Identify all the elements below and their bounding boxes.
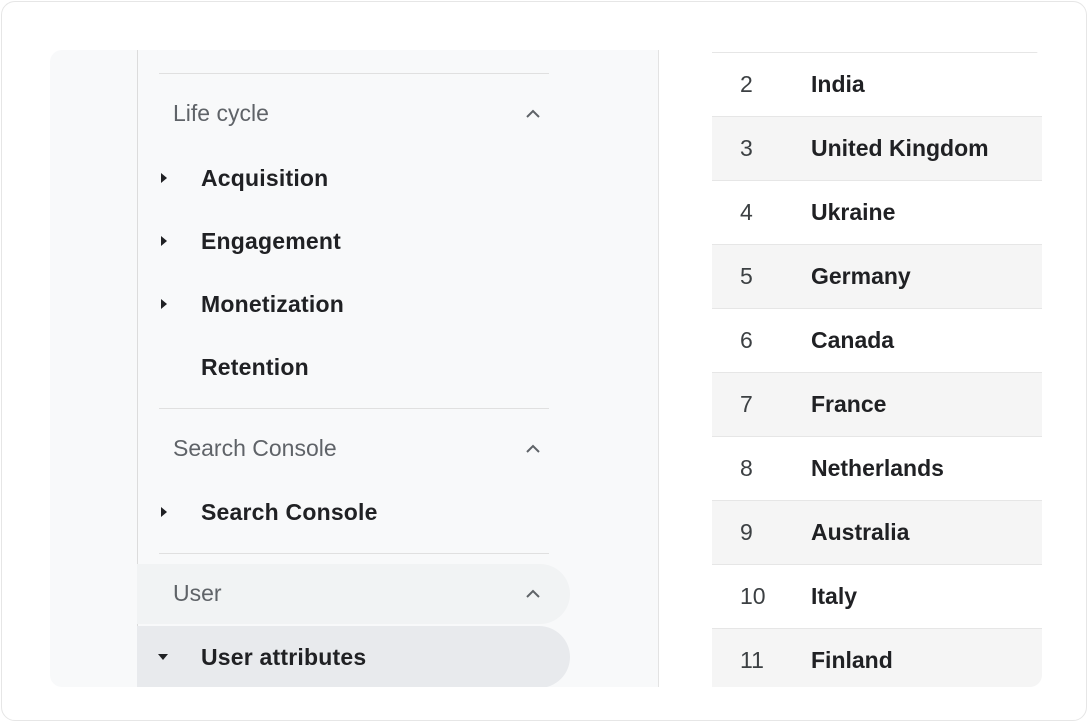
sidebar-item-label: Engagement xyxy=(201,228,342,254)
rank: 10 xyxy=(740,583,766,609)
table-row[interactable]: 6 Canada xyxy=(712,308,1042,372)
table-row[interactable]: 5 Germany xyxy=(712,244,1042,308)
sidebar-item-label: Acquisition xyxy=(201,165,329,191)
section-header-user-hover[interactable] xyxy=(137,564,570,624)
rank: 9 xyxy=(740,519,753,545)
triangle-right-icon xyxy=(161,173,167,183)
country-table: 2 India 3 United Kingdom 4 Ukraine 5 Germany… xyxy=(712,52,1042,687)
country: Canada xyxy=(811,327,895,353)
divider xyxy=(159,553,549,554)
table-row[interactable]: 10 Italy xyxy=(712,564,1042,628)
rank: 2 xyxy=(740,71,753,97)
section-header-search-console[interactable]: Search Console xyxy=(173,435,337,461)
rail-divider xyxy=(137,50,138,687)
sidebar-item-user-attributes[interactable]: User attributes xyxy=(137,626,570,687)
country: France xyxy=(811,391,887,417)
sidebar-item-retention[interactable]: Retention xyxy=(137,336,570,398)
country: Ukraine xyxy=(811,199,896,225)
table-row[interactable]: 7 France xyxy=(712,372,1042,436)
table-row[interactable]: 11 Finland xyxy=(712,628,1042,687)
country: Germany xyxy=(811,263,911,289)
divider xyxy=(159,73,549,74)
divider xyxy=(159,408,549,409)
sidebar-item-label: Monetization xyxy=(201,291,344,317)
sidebar-item-label: User attributes xyxy=(201,644,367,670)
chevron-up-icon[interactable] xyxy=(524,440,542,458)
sidebar-item-engagement[interactable]: Engagement xyxy=(137,210,570,272)
rank: 6 xyxy=(740,327,753,353)
country: India xyxy=(811,71,865,97)
rank: 3 xyxy=(740,135,753,161)
chevron-up-icon[interactable] xyxy=(524,105,542,123)
sidebar-item-monetization[interactable]: Monetization xyxy=(137,273,570,335)
country: Netherlands xyxy=(811,455,944,481)
sidebar-item-search-console[interactable]: Search Console xyxy=(137,481,570,543)
sidebar-item-label: Search Console xyxy=(201,499,378,525)
rank: 11 xyxy=(740,647,764,673)
rank: 7 xyxy=(740,391,753,417)
country: United Kingdom xyxy=(811,135,989,161)
triangle-right-icon xyxy=(161,507,167,517)
section-header-user[interactable]: User xyxy=(173,580,222,606)
triangle-right-icon xyxy=(161,299,167,309)
sidebar-nav: Life cycle Acquisition Engagement Moneti… xyxy=(50,50,659,687)
panel: Life cycle Acquisition Engagement Moneti… xyxy=(50,50,1042,687)
chevron-up-icon[interactable] xyxy=(524,585,542,603)
table-row[interactable]: 4 Ukraine xyxy=(712,180,1042,244)
triangle-down-icon xyxy=(158,654,168,660)
triangle-right-icon xyxy=(161,236,167,246)
country: Australia xyxy=(811,519,910,545)
table-row[interactable]: 8 Netherlands xyxy=(712,436,1042,500)
rank: 8 xyxy=(740,455,753,481)
table-row[interactable]: 2 India xyxy=(712,52,1042,116)
table-row[interactable]: 3 United Kingdom xyxy=(712,116,1042,180)
sidebar-item-acquisition[interactable]: Acquisition xyxy=(137,147,570,209)
country: Finland xyxy=(811,647,893,673)
sidebar-item-label: Retention xyxy=(201,354,309,380)
rank: 4 xyxy=(740,199,753,225)
rank: 5 xyxy=(740,263,753,289)
table-row[interactable]: 9 Australia xyxy=(712,500,1042,564)
country: Italy xyxy=(811,583,858,609)
section-header-life-cycle[interactable]: Life cycle xyxy=(173,100,269,126)
